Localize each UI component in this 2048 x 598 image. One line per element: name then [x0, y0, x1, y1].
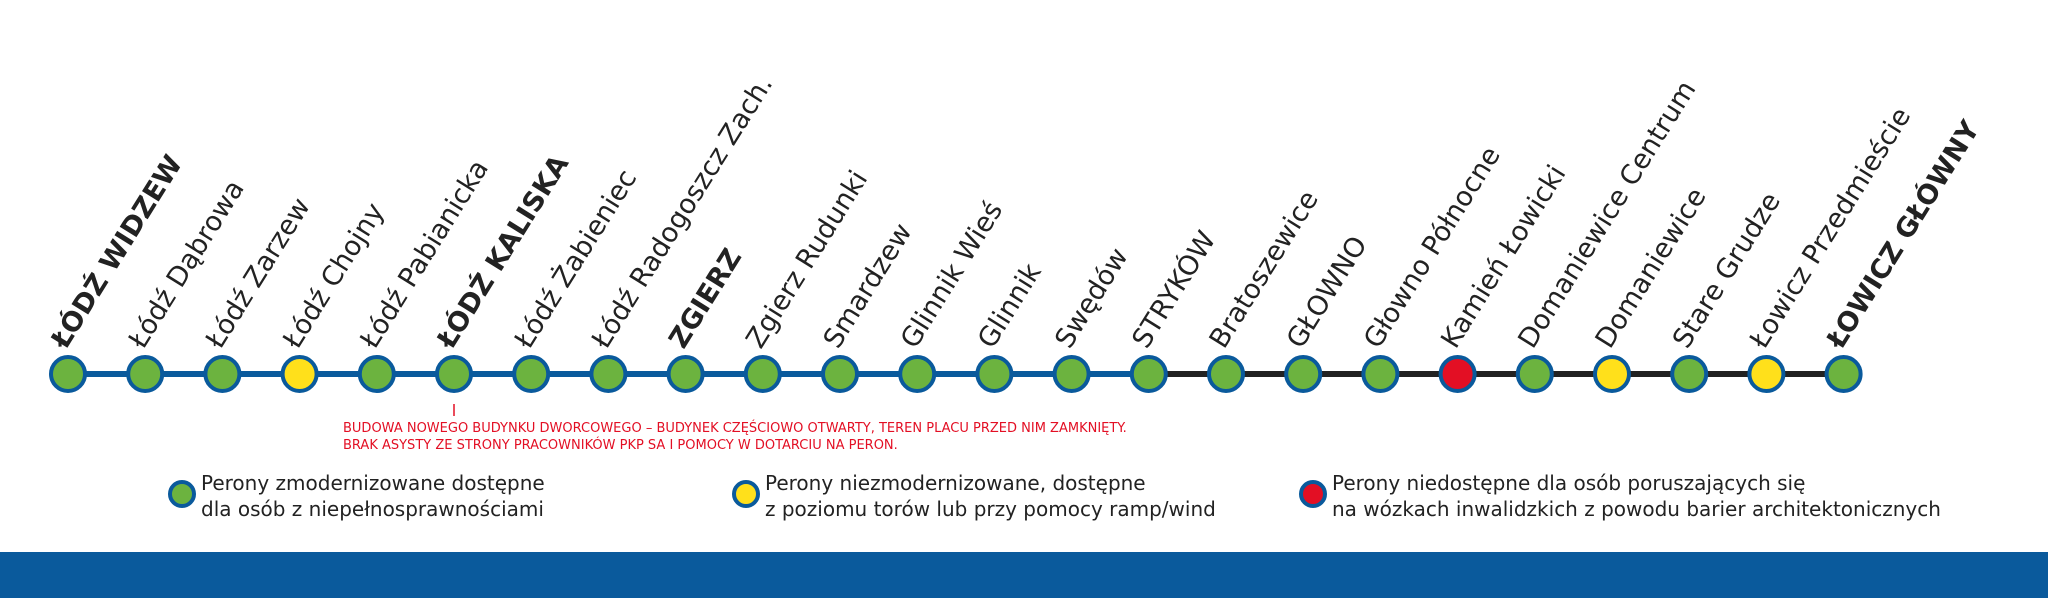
legend-text: z poziomu torów lub przy pomocy ramp/win…: [765, 497, 1216, 521]
station: [1438, 355, 1477, 393]
station: [1670, 355, 1709, 393]
station: [357, 355, 396, 393]
station-label: Głowno Północne: [1358, 141, 1507, 353]
station: [49, 355, 87, 393]
station: [743, 355, 782, 393]
station: [435, 355, 473, 393]
station-label: Swędów: [1049, 243, 1134, 354]
note-text: BRAK ASYSTY ZE STRONY PRACOWNIKÓW PKP SA…: [343, 437, 898, 453]
station: [898, 355, 937, 393]
station: [589, 355, 628, 393]
station: [280, 355, 319, 393]
note-text: BUDOWA NOWEGO BUDYNKU DWORCOWEGO – BUDYN…: [343, 420, 1127, 436]
station: [1129, 355, 1168, 393]
station-label: ZGIERZ: [663, 243, 748, 353]
station: [1052, 355, 1091, 393]
footer-band: [0, 552, 2048, 598]
station: [975, 355, 1014, 393]
legend-marker: [1299, 480, 1327, 508]
station: [1284, 355, 1323, 393]
station: [821, 355, 859, 393]
station: [126, 355, 165, 393]
legend-text: Perony niedostępne dla osób poruszającyc…: [1332, 471, 1805, 495]
legend-marker: [168, 480, 196, 508]
legend-text: dla osób z niepełnosprawnościami: [201, 497, 544, 521]
station: [1747, 355, 1786, 393]
station: [1593, 355, 1631, 393]
station: [203, 355, 242, 393]
station: [512, 355, 551, 393]
station: [1824, 355, 1863, 393]
legend-text: Perony zmodernizowane dostępne: [201, 471, 545, 495]
legend-text: Perony niezmodernizowane, dostępne: [765, 471, 1146, 495]
station-label: Glinnik: [972, 258, 1048, 354]
station: [1515, 355, 1554, 393]
legend-text: na wózkach inwalidzkich z powodu barier …: [1332, 497, 1941, 521]
station: [1207, 355, 1245, 393]
station: [666, 355, 705, 393]
station: [1361, 355, 1400, 393]
legend-marker: [732, 480, 760, 508]
